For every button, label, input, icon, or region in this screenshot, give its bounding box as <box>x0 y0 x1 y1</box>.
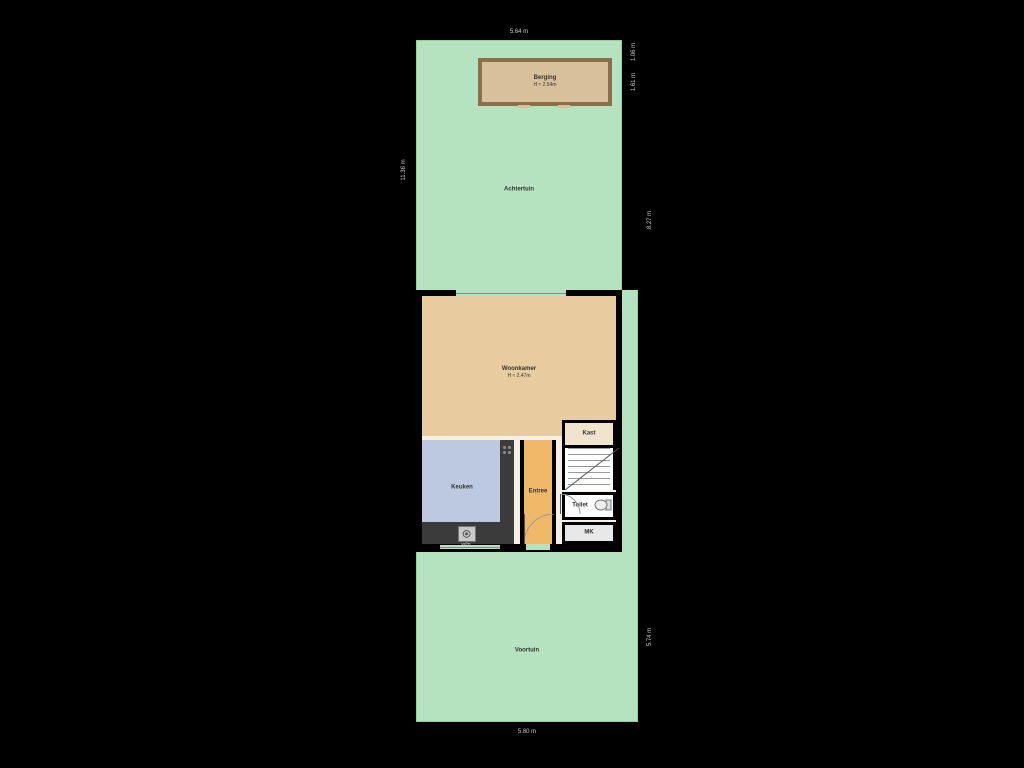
hob-burner <box>503 451 506 454</box>
toilet-fixture-icon <box>594 498 612 512</box>
berging-label: BergingH ≈ 2.54m <box>533 75 556 89</box>
dim-bottom: 5.80 m <box>518 729 536 735</box>
front-door-opening <box>526 544 550 550</box>
entree-label: Entree <box>529 488 548 495</box>
dim-tr1: 1.06 m <box>631 43 637 61</box>
achtertuin-label: Achtertuin <box>504 186 534 193</box>
stairs <box>562 448 616 490</box>
dim-tr2: 1.61 m <box>631 73 637 91</box>
woonkamer-label: WoonkamerH ≈ 2.47m <box>502 366 536 380</box>
dim-left: 11.36 m <box>401 159 407 180</box>
mk-label: MK <box>584 529 593 536</box>
hob-burner <box>503 446 506 449</box>
hob-burner <box>508 451 511 454</box>
dim-front-right: 5.74 m <box>647 628 653 646</box>
washing-machine-icon <box>458 526 476 542</box>
garden-strip <box>622 290 638 590</box>
voortuin-label: Voortuin <box>515 647 539 654</box>
front-door-swing <box>524 514 554 544</box>
dim-right: 8.27 m <box>647 211 653 229</box>
berging-door-gap-2 <box>558 105 570 108</box>
hob-burner <box>508 446 511 449</box>
berging-door-gap-1 <box>518 105 530 108</box>
dim-top: 5.64 m <box>510 29 528 35</box>
keuken-label: Keuken <box>451 484 473 491</box>
floorplan-stage: BergingH ≈ 2.54m Achtertuin WoonkamerH ≈ 2… <box>0 0 1024 768</box>
front-window-glazing <box>440 547 500 548</box>
voortuin <box>416 552 638 722</box>
rear-door-glazing <box>456 293 566 294</box>
toilet-door-swing <box>560 494 582 516</box>
stair-diagonal <box>565 448 619 490</box>
kast-label: Kast <box>582 430 595 437</box>
